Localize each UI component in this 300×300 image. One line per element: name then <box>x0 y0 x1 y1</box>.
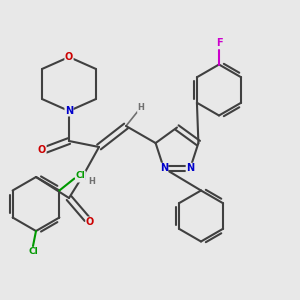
Text: N: N <box>160 163 168 173</box>
Text: F: F <box>216 38 222 49</box>
Text: N: N <box>65 106 73 116</box>
Text: Cl: Cl <box>76 171 85 180</box>
Text: O: O <box>38 145 46 155</box>
Text: N: N <box>77 172 85 182</box>
Text: O: O <box>65 52 73 62</box>
Text: H: H <box>88 177 95 186</box>
Text: O: O <box>86 217 94 227</box>
Text: H: H <box>138 103 144 112</box>
Text: Cl: Cl <box>28 248 38 256</box>
Text: N: N <box>186 163 194 173</box>
